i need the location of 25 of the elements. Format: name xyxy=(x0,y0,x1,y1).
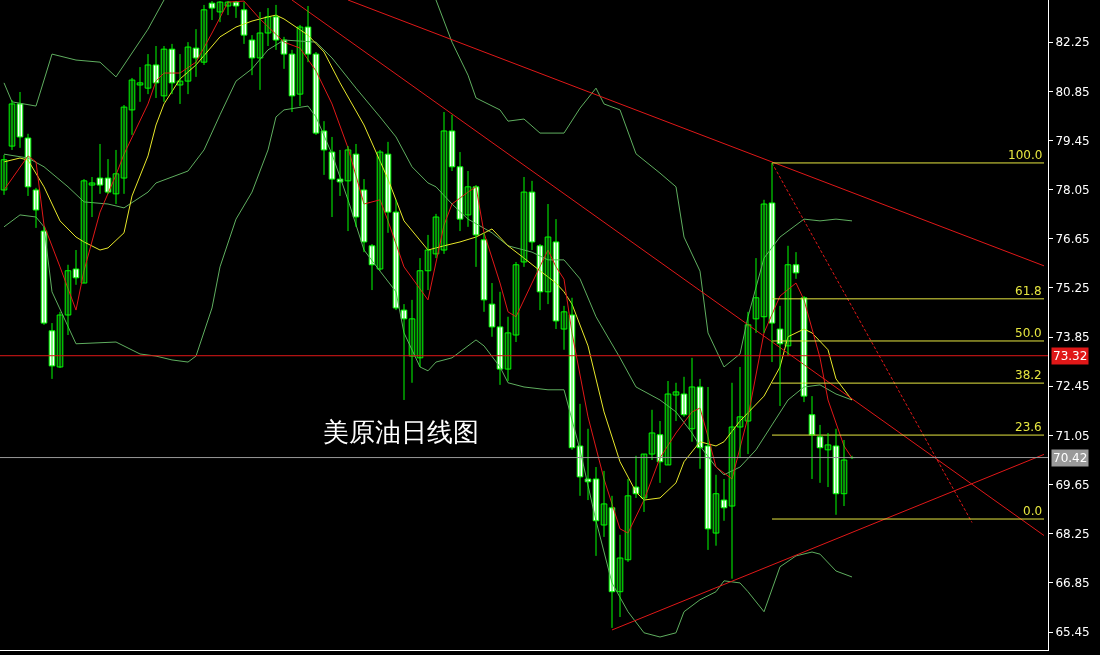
ref-line-label: 73.32 xyxy=(1053,349,1088,363)
y-tick-label: 82.25 xyxy=(1055,35,1090,50)
line-series xyxy=(3,0,165,107)
y-tick-label: 79.45 xyxy=(1055,133,1090,148)
series-label: 50.0 xyxy=(1015,326,1042,340)
line-series xyxy=(3,105,853,638)
y-tick-label: 66.85 xyxy=(1055,576,1090,591)
y-tick-label: 69.65 xyxy=(1055,477,1090,492)
y-tick-label: 78.05 xyxy=(1055,182,1090,197)
y-tick-label: 65.45 xyxy=(1055,625,1090,640)
series-label: 0.0 xyxy=(1023,504,1043,518)
y-tick-label: 71.05 xyxy=(1055,428,1090,443)
y-tick-label: 72.45 xyxy=(1055,379,1090,394)
y-tick-label: 76.65 xyxy=(1055,231,1090,246)
ref-line-label: 70.42 xyxy=(1053,451,1088,465)
y-tick-label: 80.85 xyxy=(1055,84,1090,99)
series-label: 100.0 xyxy=(1008,148,1043,162)
y-tick-label: 75.25 xyxy=(1055,281,1090,296)
y-tick-label: 68.25 xyxy=(1055,526,1090,541)
text: 美原油日线图 xyxy=(323,417,479,447)
line-series xyxy=(435,0,853,368)
series-label: 61.8 xyxy=(1015,284,1042,298)
series-label: 38.2 xyxy=(1015,368,1042,382)
y-tick-label: 73.85 xyxy=(1055,330,1090,345)
series-label: 23.6 xyxy=(1015,420,1042,434)
